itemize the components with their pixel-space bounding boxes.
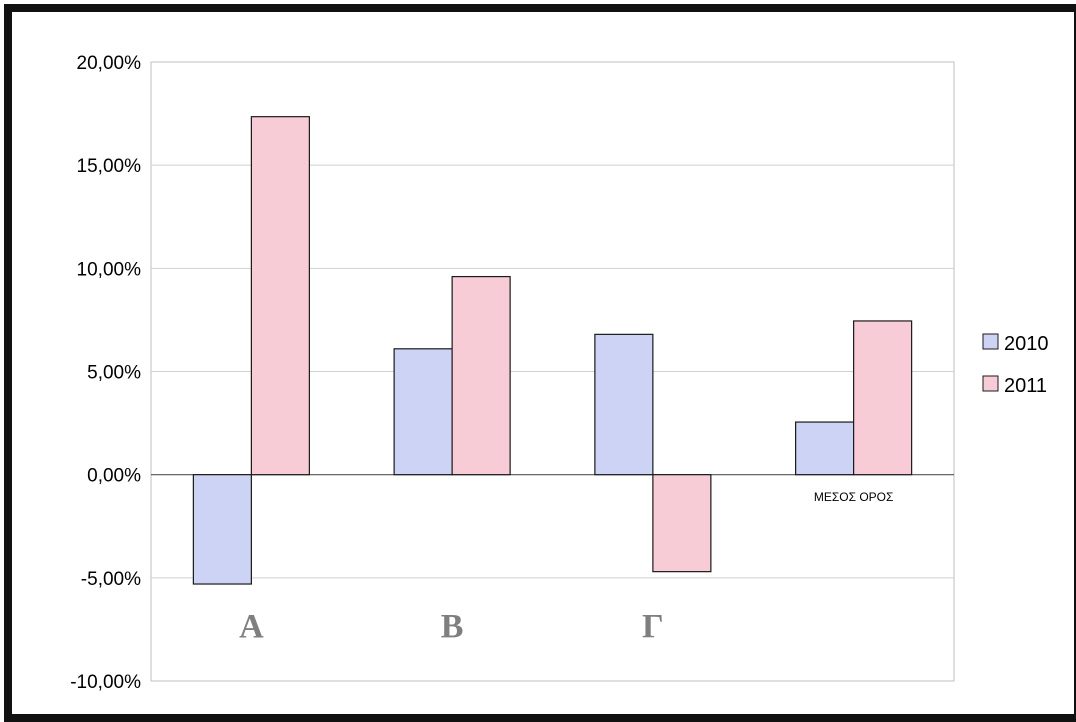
y-tick-label: 0,00% [87, 466, 141, 487]
legend: 2010 2011 [982, 333, 1049, 397]
y-tick-label: 20,00% [77, 53, 142, 74]
bar-2010-2 [594, 333, 654, 476]
bar-2010-0 [192, 474, 252, 585]
bar-chart: 20,00% 15,00% 10,00% 5,00% 0,00% -5,00% -10,00… [70, 53, 1049, 693]
y-tick-label: -10,00% [70, 672, 141, 693]
bar-2011-2 [652, 474, 712, 573]
y-tick-label: 10,00% [77, 259, 142, 280]
category-label: Α [239, 608, 264, 645]
legend-swatch-2011 [982, 375, 999, 392]
x-axis-categories: Α Β Γ ΜΕΣΟΣ ΟΡΟΣ [239, 490, 893, 645]
legend-swatch-2010 [982, 333, 999, 350]
y-tick-label: 5,00% [87, 363, 141, 384]
category-label: ΜΕΣΟΣ ΟΡΟΣ [814, 490, 894, 504]
legend-label: 2011 [1004, 375, 1047, 397]
y-tick-label: 15,00% [77, 156, 142, 177]
y-axis-ticks: 20,00% 15,00% 10,00% 5,00% 0,00% -5,00% -10,00… [70, 53, 141, 693]
category-label: Β [441, 608, 464, 645]
bar-2011-1 [451, 275, 511, 476]
bar-2011-0 [250, 116, 310, 476]
bar-2010-3 [795, 421, 855, 476]
category-label: Γ [642, 608, 664, 645]
bar-2011-3 [853, 320, 913, 476]
bar-2010-1 [393, 348, 453, 476]
y-tick-label: -5,00% [81, 569, 141, 590]
chart-frame: 20,00% 15,00% 10,00% 5,00% 0,00% -5,00% -10,00… [4, 4, 1076, 722]
bars [192, 116, 913, 585]
legend-label: 2010 [1004, 333, 1049, 355]
